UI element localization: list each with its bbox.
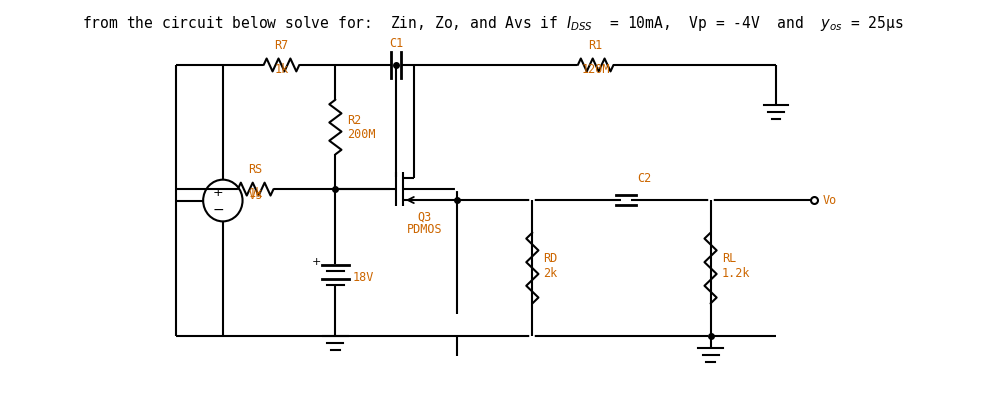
Text: C1: C1 xyxy=(389,37,404,50)
Text: Vo: Vo xyxy=(823,193,837,207)
Text: 18V: 18V xyxy=(353,271,373,284)
Text: 1.2k: 1.2k xyxy=(722,267,751,279)
Text: 200M: 200M xyxy=(347,128,375,142)
Text: −: − xyxy=(213,202,224,216)
Text: RL: RL xyxy=(722,252,736,265)
Text: Vs: Vs xyxy=(248,189,262,202)
Text: +: + xyxy=(312,256,321,267)
Text: PDMOS: PDMOS xyxy=(407,223,442,236)
Text: 120M: 120M xyxy=(581,63,610,76)
Text: 2k: 2k xyxy=(544,267,558,279)
Text: R2: R2 xyxy=(347,114,361,126)
Text: Q3: Q3 xyxy=(418,211,431,224)
Text: R7: R7 xyxy=(275,39,289,52)
Text: from the circuit below solve for:  Zin, Zo, and Avs if $I_{DSS}$  = 10mA,  Vp = : from the circuit below solve for: Zin, Z… xyxy=(82,13,903,33)
Text: +: + xyxy=(213,186,224,199)
Text: RD: RD xyxy=(544,252,558,265)
Text: RS: RS xyxy=(248,163,263,176)
Text: C2: C2 xyxy=(637,172,652,185)
Text: 1k: 1k xyxy=(275,63,289,76)
Text: R1: R1 xyxy=(589,39,603,52)
Text: 1k: 1k xyxy=(248,187,263,200)
